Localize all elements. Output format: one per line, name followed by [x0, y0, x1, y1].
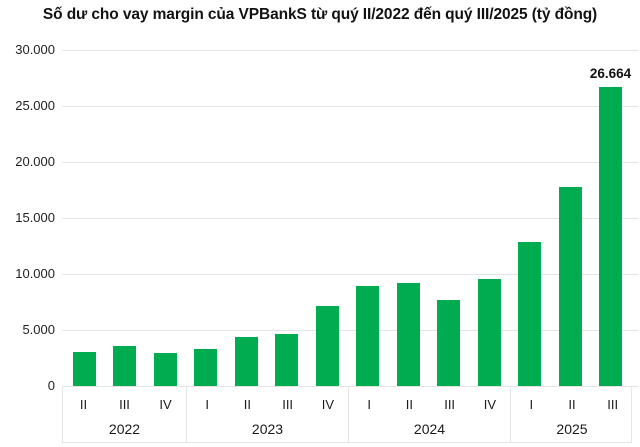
quarter-labels-row: I II III IV [187, 386, 348, 418]
bar-2025-qII [558, 187, 582, 386]
bar-2023-qI [194, 349, 217, 386]
quarter-labels-row: I II III [511, 386, 633, 418]
quarter-label: IV [321, 397, 335, 412]
bar-2023-qIII [275, 333, 298, 386]
bar-2022-qIV [153, 353, 177, 386]
bar-value-label: 26.664 [589, 66, 632, 82]
quarter-label: II [405, 397, 413, 412]
x-axis-label-area: II III IV 2022 I II III IV 2023 I II III IV 2024 I II II… [62, 386, 632, 443]
quarter-label: II [79, 397, 88, 412]
year-label: 2022 [108, 421, 141, 437]
y-axis-tick-label: 30.000 [15, 42, 55, 57]
gridline [62, 386, 638, 387]
bar-2025-qI [518, 242, 541, 386]
y-axis-tick-label: 20.000 [15, 154, 55, 169]
gridline [62, 274, 638, 275]
gridline [62, 162, 638, 163]
bar-2022-qII [72, 352, 96, 386]
quarter-labels-row: II III IV [63, 386, 186, 418]
gridline [62, 106, 638, 107]
year-group-2024: I II III IV 2024 [348, 386, 510, 442]
y-axis-tick-label: 10.000 [15, 266, 55, 281]
gridline [62, 330, 638, 331]
year-label: 2023 [251, 421, 284, 437]
quarter-label: I [529, 397, 534, 412]
quarter-label: III [444, 397, 456, 412]
gridline [62, 50, 638, 51]
gridline [62, 218, 638, 219]
y-axis-tick-label: 5.000 [22, 322, 55, 337]
y-axis-tick-label: 0 [47, 378, 55, 393]
quarter-label: IV [483, 397, 497, 412]
quarter-label: I [367, 397, 371, 412]
year-label: 2025 [556, 421, 588, 437]
quarter-label: IV [159, 397, 172, 412]
y-axis-tick-label: 15.000 [15, 210, 55, 225]
bar-2024-qIII [437, 300, 460, 386]
quarter-label: III [119, 397, 130, 412]
year-group-2023: I II III IV 2023 [186, 386, 348, 442]
bar-2023-qII [234, 337, 258, 386]
bar-2023-qIV [315, 305, 339, 386]
year-group-2022: II III IV 2022 [63, 386, 186, 442]
y-axis-tick-label: 25.000 [15, 98, 55, 113]
quarter-label: III [282, 397, 294, 412]
bar-2022-qIII [113, 346, 136, 386]
quarter-label: I [205, 397, 209, 412]
quarter-label: III [607, 397, 619, 412]
quarter-label: II [568, 397, 576, 412]
chart-title: Số dư cho vay margin của VPBankS từ quý … [42, 6, 598, 23]
bar-2025-qIII [599, 87, 622, 386]
quarter-labels-row: I II III IV [349, 386, 510, 418]
year-group-2025: I II III 2025 [510, 386, 633, 442]
bar-2024-qI [356, 286, 379, 386]
bar-2024-qII [396, 283, 420, 386]
bar-2024-qIV [477, 279, 501, 386]
quarter-label: II [243, 397, 251, 412]
year-label: 2024 [413, 421, 446, 437]
